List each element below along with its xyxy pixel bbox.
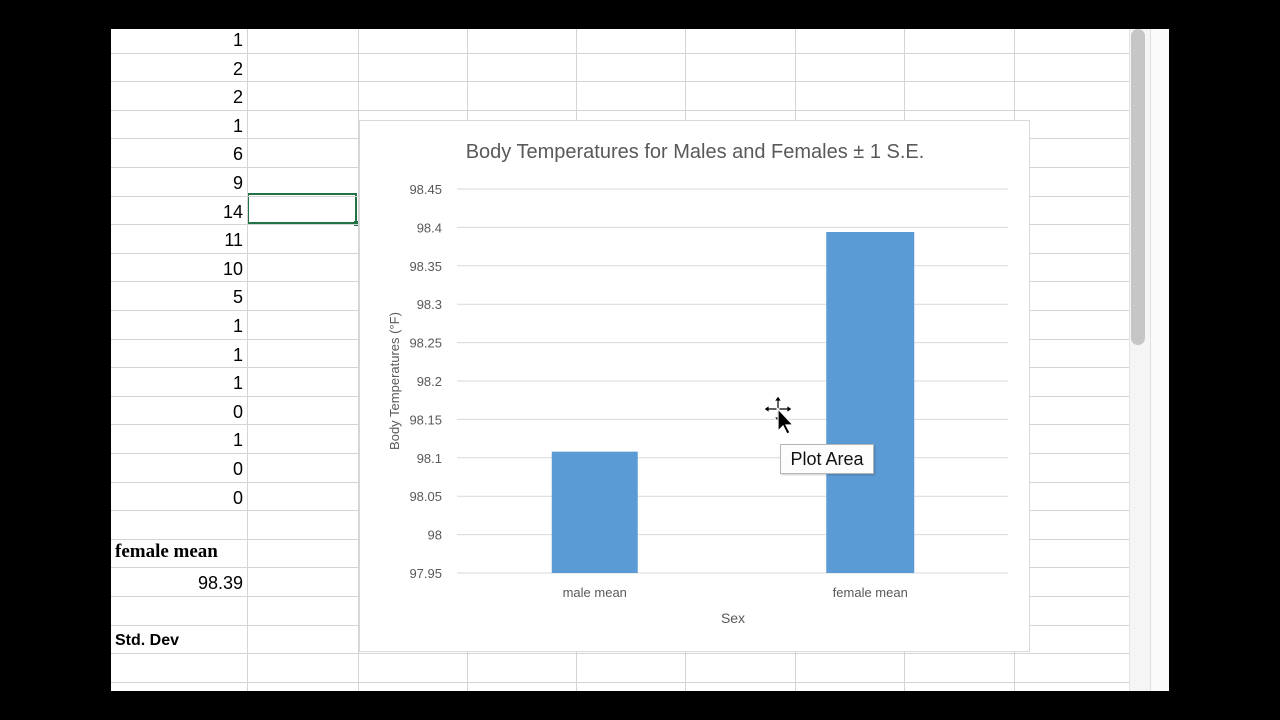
y-tick-label: 98.05	[409, 489, 442, 504]
side-panel-edge	[1150, 29, 1169, 691]
cell-value[interactable]: 1	[232, 373, 243, 394]
scrollbar-thumb[interactable]	[1131, 29, 1145, 345]
y-tick-label: 98.25	[409, 336, 442, 351]
y-tick-label: 98.15	[409, 412, 442, 427]
cell-value[interactable]: 14	[222, 201, 243, 222]
sheet-row[interactable]	[111, 54, 1129, 83]
cell-value[interactable]: 1	[232, 115, 243, 136]
sheet-row[interactable]	[111, 626, 1129, 655]
cell-value[interactable]: 2	[232, 87, 243, 108]
y-axis-label: Body Temperatures (°F)	[387, 312, 402, 450]
cell-value[interactable]: 10	[222, 258, 243, 279]
x-tick-label: male mean	[563, 585, 627, 600]
cell-value[interactable]: 1	[232, 344, 243, 365]
letterbox-top	[0, 0, 1280, 29]
y-tick-label: 98.3	[417, 297, 442, 312]
std-dev-label[interactable]: Std. Dev	[115, 631, 180, 649]
y-tick-label: 98.4	[417, 220, 442, 235]
cell-value[interactable]: 1	[232, 30, 243, 50]
y-tick-label: 97.95	[409, 566, 442, 581]
move-cursor-icon	[763, 395, 795, 434]
cell-value[interactable]: 6	[232, 144, 243, 165]
sheet-row[interactable]	[111, 654, 1129, 683]
bar-chart[interactable]: Body Temperatures for Males and Females …	[360, 121, 1031, 653]
column-gridline	[358, 29, 359, 691]
sheet-row[interactable]	[111, 29, 1129, 54]
cell-value[interactable]: 0	[232, 401, 243, 422]
y-tick-label: 98.45	[409, 182, 442, 197]
female-mean-label[interactable]: female mean	[115, 540, 218, 562]
sheet-row[interactable]	[111, 683, 1129, 691]
y-tick-label: 98.35	[409, 259, 442, 274]
fill-handle[interactable]	[354, 221, 359, 226]
column-gridline	[247, 29, 248, 691]
cell-value[interactable]: 0	[232, 487, 243, 508]
sheet-row[interactable]	[111, 82, 1129, 111]
cell-value[interactable]: 9	[232, 173, 243, 193]
cell-value[interactable]: 5	[232, 287, 243, 308]
cell-value[interactable]: 1	[232, 316, 243, 336]
bar-female-mean	[826, 232, 915, 573]
cell-value[interactable]: 11	[224, 230, 243, 251]
x-axis-label: Sex	[721, 610, 745, 626]
bar-male-mean	[551, 451, 638, 573]
y-tick-label: 98	[428, 528, 442, 543]
y-tick-label: 98.2	[417, 374, 442, 389]
plot-area-tooltip: Plot Area	[780, 444, 874, 474]
y-tick-label: 98.1	[417, 451, 442, 466]
female-mean-value[interactable]: 98.39	[197, 573, 243, 594]
selected-cell[interactable]	[247, 193, 357, 224]
cell-value[interactable]: 0	[232, 459, 243, 479]
cell-value[interactable]: 1	[232, 430, 243, 451]
cell-value[interactable]: 2	[232, 58, 243, 79]
chart-object[interactable]: Body Temperatures for Males and Females …	[359, 120, 1030, 652]
x-tick-label: female mean	[833, 585, 908, 600]
chart-title: Body Temperatures for Males and Females …	[466, 141, 925, 163]
